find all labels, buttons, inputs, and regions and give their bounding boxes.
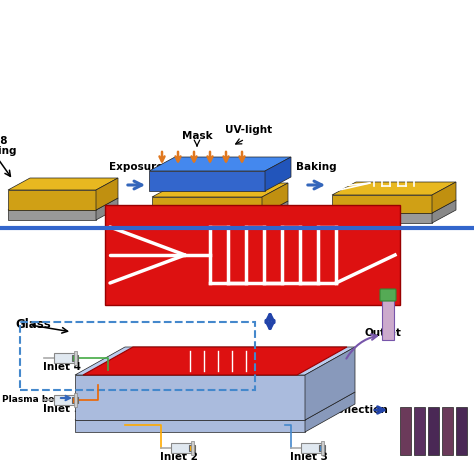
Polygon shape — [152, 197, 262, 215]
Polygon shape — [75, 347, 355, 375]
Polygon shape — [83, 347, 347, 375]
FancyBboxPatch shape — [319, 445, 325, 451]
Polygon shape — [332, 195, 432, 213]
Polygon shape — [149, 157, 291, 171]
FancyBboxPatch shape — [74, 393, 77, 407]
Text: Outlet: Outlet — [365, 328, 402, 338]
FancyBboxPatch shape — [382, 300, 394, 340]
Polygon shape — [8, 190, 96, 210]
Polygon shape — [75, 392, 355, 420]
Polygon shape — [152, 201, 288, 215]
Polygon shape — [432, 200, 456, 223]
FancyBboxPatch shape — [54, 353, 76, 363]
Text: Exposure: Exposure — [109, 162, 163, 172]
Text: Collection: Collection — [330, 405, 389, 415]
Text: Baking: Baking — [296, 162, 337, 172]
Polygon shape — [96, 198, 118, 220]
FancyBboxPatch shape — [189, 445, 195, 451]
FancyBboxPatch shape — [54, 395, 76, 405]
FancyBboxPatch shape — [74, 351, 77, 365]
Text: Inlet 4: Inlet 4 — [43, 362, 81, 372]
Polygon shape — [8, 210, 96, 220]
Text: Inlet 2: Inlet 2 — [160, 452, 198, 462]
Polygon shape — [8, 198, 118, 210]
Text: Plasma bonding: Plasma bonding — [2, 395, 83, 404]
FancyBboxPatch shape — [191, 441, 194, 455]
FancyBboxPatch shape — [380, 289, 396, 301]
Text: UV-light: UV-light — [226, 125, 273, 135]
Polygon shape — [96, 178, 118, 210]
Polygon shape — [432, 182, 456, 213]
Text: Coating: Coating — [0, 146, 17, 156]
Polygon shape — [332, 200, 456, 213]
Polygon shape — [305, 392, 355, 432]
Polygon shape — [265, 157, 291, 191]
Polygon shape — [305, 347, 355, 420]
Text: Inlet 3: Inlet 3 — [290, 452, 328, 462]
FancyBboxPatch shape — [72, 397, 78, 403]
FancyBboxPatch shape — [456, 407, 467, 455]
Text: Inlet 1: Inlet 1 — [43, 404, 81, 414]
Polygon shape — [332, 213, 432, 223]
Polygon shape — [262, 183, 288, 215]
Polygon shape — [152, 183, 288, 197]
FancyBboxPatch shape — [72, 355, 78, 361]
FancyBboxPatch shape — [400, 407, 411, 455]
Text: Mask: Mask — [182, 131, 212, 141]
FancyBboxPatch shape — [171, 443, 193, 453]
Polygon shape — [149, 171, 265, 191]
Polygon shape — [75, 420, 305, 432]
FancyBboxPatch shape — [442, 407, 453, 455]
Polygon shape — [152, 215, 262, 225]
Text: SU-8: SU-8 — [0, 136, 8, 146]
Polygon shape — [75, 375, 305, 420]
Polygon shape — [332, 182, 456, 195]
FancyBboxPatch shape — [301, 443, 323, 453]
FancyBboxPatch shape — [428, 407, 439, 455]
Bar — [105, 205, 400, 305]
Polygon shape — [262, 201, 288, 225]
Polygon shape — [8, 178, 118, 190]
FancyBboxPatch shape — [414, 407, 425, 455]
Text: Glass: Glass — [15, 318, 51, 331]
FancyBboxPatch shape — [321, 441, 324, 455]
